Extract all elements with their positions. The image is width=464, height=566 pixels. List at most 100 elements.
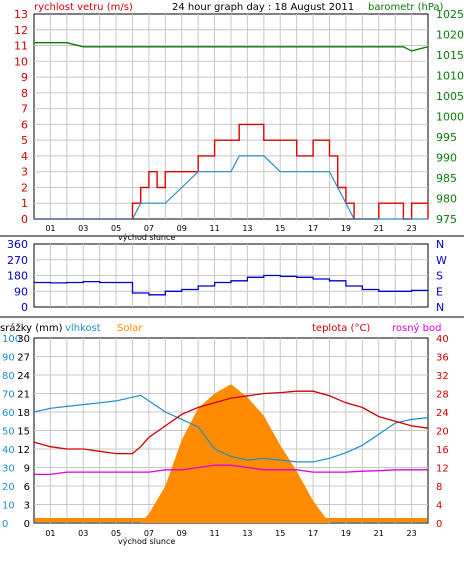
wind-tick-label: 10 (14, 55, 28, 68)
wind-tick-label: 0 (21, 213, 28, 226)
series-direction (34, 274, 429, 296)
wind-tick-label: 2 (21, 181, 28, 194)
temp-tick-label: 16 (436, 445, 449, 456)
temp-axis-label: teplota (°C) (312, 323, 370, 334)
baro-axis-label: barometr (hPa) (368, 2, 444, 13)
series-wind-avg (34, 155, 428, 220)
temp-tick-label: 24 (436, 408, 449, 419)
temp-tick-label: 32 (436, 371, 449, 382)
wind-tick-label: 11 (14, 40, 28, 53)
x-tick-label: 11 (209, 224, 219, 233)
sunrise-label-top: východ slunce (118, 233, 175, 242)
humidity-tick-label: 30 (2, 464, 15, 475)
x-tick-label: 07 (144, 224, 154, 233)
temp-tick-label: 36 (436, 353, 449, 364)
humidity-tick-label: 100 (2, 334, 21, 345)
humidity-tick-label: 50 (2, 427, 15, 438)
baro-tick-label: 1000 (436, 111, 464, 124)
dir-letter-label: N (436, 238, 444, 251)
x-tick-label: 07 (144, 529, 154, 538)
x-tick-label: 01 (45, 529, 55, 538)
dir-tick-label: 90 (14, 285, 28, 298)
baro-tick-label: 980 (436, 193, 457, 206)
humidity-tick-label: 80 (2, 371, 15, 382)
x-tick-label: 09 (177, 224, 187, 233)
dir-letter-label: E (436, 285, 443, 298)
series-vlhkost (33, 394, 429, 463)
series-teplota (33, 390, 429, 455)
temp-tick-label: 20 (436, 427, 449, 438)
temp-tick-label: 8 (436, 482, 442, 493)
x-tick-label: 17 (308, 529, 318, 538)
series-barometr (34, 42, 429, 52)
baro-tick-label: 1010 (436, 70, 464, 83)
humidity-tick-label: 0 (2, 519, 8, 530)
baro-tick-label: 985 (436, 172, 457, 185)
temp-tick-label: 28 (436, 390, 449, 401)
rain-tick-label: 3 (24, 501, 30, 512)
wind-tick-label: 4 (21, 150, 28, 163)
x-tick-label: 15 (275, 224, 285, 233)
baro-tick-label: 1005 (436, 90, 464, 103)
dir-letter-label: W (436, 254, 447, 267)
rain-tick-label: 27 (17, 353, 30, 364)
wind-tick-label: 9 (21, 71, 28, 84)
x-tick-label: 15 (275, 529, 285, 538)
x-tick-label: 11 (209, 529, 219, 538)
wind-tick-label: 8 (21, 87, 28, 100)
series-solar (34, 384, 428, 523)
rain-axis-label: srážky (mm) (0, 322, 63, 334)
dir-tick-label: 270 (7, 254, 28, 267)
series-rosny-bod (34, 464, 428, 476)
humidity-axis-label: vlhkost (65, 323, 101, 334)
x-tick-label: 05 (111, 224, 121, 233)
chart-marks: 0123456789101112139759809859909951000100… (0, 8, 464, 538)
rain-tick-label: 24 (17, 371, 30, 382)
x-tick-label: 13 (242, 224, 252, 233)
x-tick-label: 23 (406, 224, 416, 233)
temp-tick-label: 40 (436, 334, 449, 345)
wind-tick-label: 3 (21, 166, 28, 179)
x-tick-label: 17 (308, 224, 318, 233)
rain-tick-label: 12 (17, 445, 30, 456)
baro-tick-label: 1020 (436, 29, 464, 42)
x-tick-label: 03 (78, 224, 88, 233)
x-tick-label: 03 (78, 529, 88, 538)
rain-tick-label: 21 (17, 390, 30, 401)
solar-axis-label: Solar (117, 323, 143, 334)
rain-tick-label: 30 (17, 334, 30, 345)
x-tick-label: 21 (374, 224, 384, 233)
rain-tick-label: 15 (17, 427, 30, 438)
x-tick-label: 09 (177, 529, 187, 538)
humidity-tick-label: 10 (2, 501, 15, 512)
x-tick-label: 05 (111, 529, 121, 538)
sunrise-label-bottom: východ slunce (118, 537, 175, 546)
rain-tick-label: 6 (24, 482, 30, 493)
humidity-tick-label: 40 (2, 445, 15, 456)
humidity-tick-label: 70 (2, 390, 15, 401)
humidity-tick-label: 20 (2, 482, 15, 493)
temp-tick-label: 12 (436, 464, 449, 475)
temp-tick-label: 4 (436, 501, 442, 512)
dir-letter-label: S (436, 270, 443, 283)
dir-tick-label: 360 (7, 238, 28, 251)
temp-tick-label: 0 (436, 519, 442, 530)
x-tick-label: 21 (374, 529, 384, 538)
x-tick-label: 19 (341, 529, 351, 538)
wind-tick-label: 7 (21, 103, 28, 116)
wind-tick-label: 6 (21, 118, 28, 131)
chart-title: 24 hour graph day : 18 August 2011 (172, 2, 354, 13)
wind-tick-label: 13 (14, 8, 28, 21)
dir-tick-label: 180 (7, 270, 28, 283)
baro-tick-label: 995 (436, 131, 457, 144)
wind-axis-label: rychlost vetru (m/s) (34, 2, 133, 13)
rain-tick-label: 9 (24, 464, 30, 475)
x-tick-label: 19 (341, 224, 351, 233)
baro-tick-label: 975 (436, 213, 457, 226)
x-tick-label: 13 (242, 529, 252, 538)
humidity-tick-label: 90 (2, 353, 15, 364)
rain-tick-label: 0 (24, 519, 30, 530)
humidity-tick-label: 60 (2, 408, 15, 419)
baro-tick-label: 1015 (436, 49, 464, 62)
